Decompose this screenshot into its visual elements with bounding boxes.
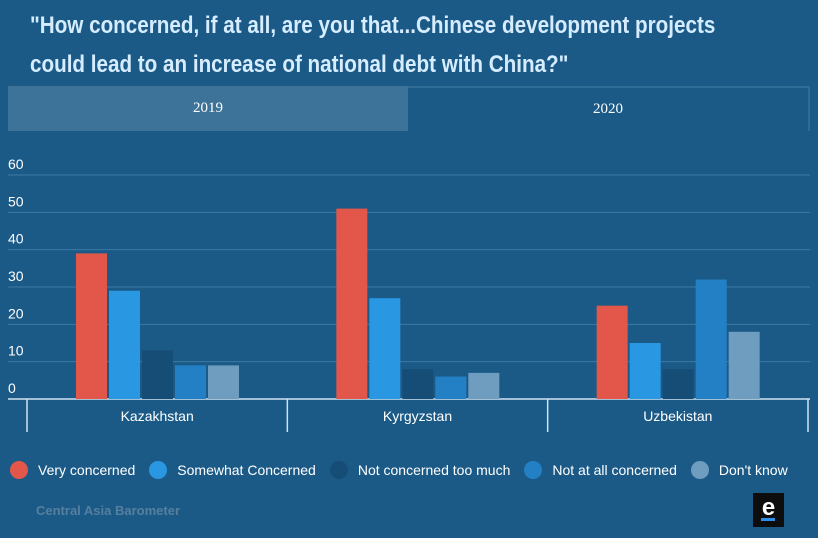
chart-title: "How concerned, if at all, are you that.… [30, 6, 716, 84]
chart-title-line-1: "How concerned, if at all, are you that.… [30, 12, 716, 39]
bar [109, 290, 140, 399]
tab-2020[interactable]: 2020 [408, 86, 810, 131]
source-credit: Central Asia Barometer [36, 503, 181, 518]
bar [142, 350, 173, 399]
bar [629, 343, 661, 399]
y-tick-label: 50 [8, 193, 24, 209]
legend-swatch [524, 461, 543, 479]
bar [662, 369, 694, 399]
legend-item[interactable]: Not at all concerned [524, 461, 677, 479]
y-tick-label: 20 [8, 305, 24, 321]
legend-item[interactable]: Somewhat Concerned [149, 461, 316, 479]
bar [76, 253, 107, 399]
bar [435, 376, 467, 399]
y-tick-label: 0 [8, 380, 16, 396]
legend-item[interactable]: Very concerned [10, 461, 135, 479]
brand-logo-letter: e [761, 494, 776, 521]
legend-label: Very concerned [38, 462, 136, 478]
legend-swatch [690, 461, 709, 479]
bar [728, 331, 760, 399]
bar-chart: 0 10 20 30 40 50 60 Kazakhstan Kyrgyzstan Uzbekis… [8, 156, 810, 432]
bar [336, 208, 368, 399]
legend-item[interactable]: Not concerned too much [329, 461, 511, 479]
x-tick-label: Uzbekistan [643, 408, 712, 424]
legend-label: Don't know [718, 462, 788, 478]
bar [208, 365, 239, 399]
chart-title-line-2: could lead to an increase of national de… [30, 51, 569, 78]
legend-label: Not at all concerned [552, 462, 677, 478]
bar [402, 369, 434, 399]
chart-legend: Very concerned Somewhat Concerned Not conc… [10, 458, 802, 482]
x-tick-label: Kyrgyzstan [383, 408, 452, 424]
x-tick-label: Kazakhstan [121, 408, 194, 424]
legend-swatch [10, 461, 28, 479]
brand-logo: e [753, 493, 784, 527]
bar [175, 365, 206, 399]
y-tick-label: 10 [8, 343, 24, 359]
year-tabs: 2019 2020 [8, 86, 810, 131]
y-tick-label: 40 [8, 231, 24, 247]
y-tick-label: 30 [8, 268, 24, 284]
legend-swatch [149, 461, 168, 479]
bar [596, 305, 628, 399]
brand-logo-underline [761, 518, 775, 521]
bar [695, 279, 727, 399]
tab-2019[interactable]: 2019 [8, 86, 408, 131]
y-tick-label: 60 [8, 156, 24, 172]
legend-item[interactable]: Don't know [690, 461, 788, 479]
legend-swatch [329, 461, 348, 479]
legend-label: Not concerned too much [357, 462, 511, 478]
bar [468, 372, 500, 399]
legend-label: Somewhat Concerned [177, 462, 316, 478]
bar [369, 298, 401, 399]
